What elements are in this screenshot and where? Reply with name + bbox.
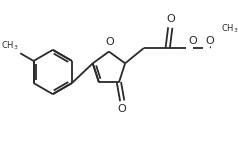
Text: CH$_3$: CH$_3$ xyxy=(1,39,19,52)
Text: O: O xyxy=(105,37,114,47)
Text: CH$_3$: CH$_3$ xyxy=(221,23,238,35)
Text: O: O xyxy=(205,36,214,46)
Text: O: O xyxy=(188,36,197,46)
Text: O: O xyxy=(166,14,175,24)
Text: O: O xyxy=(118,104,127,114)
